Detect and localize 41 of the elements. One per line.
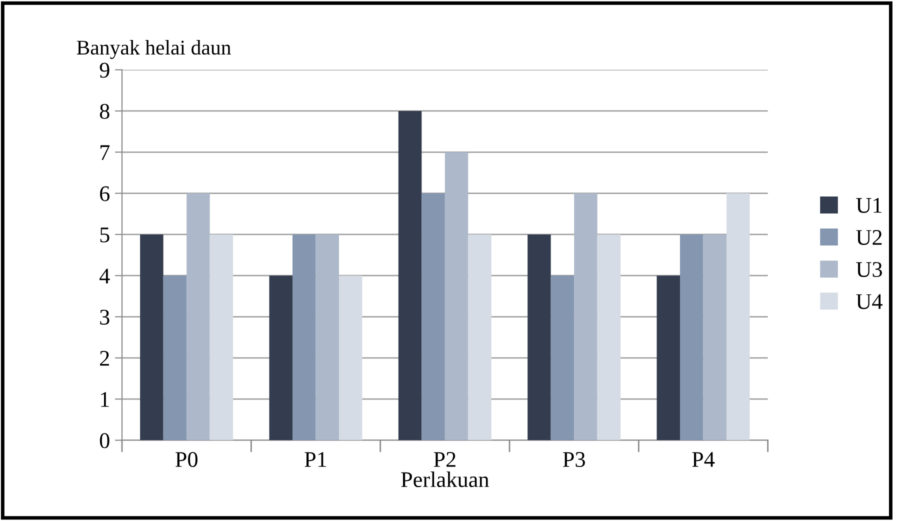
bar — [726, 193, 750, 440]
x-tick-label: P4 — [692, 452, 715, 467]
x-tick-label: P2 — [434, 452, 456, 467]
y-tick-label: 0 — [100, 433, 110, 448]
bar — [703, 234, 726, 440]
bar — [269, 276, 292, 440]
bar — [316, 234, 339, 440]
y-axis-title: Banyak helai daun — [76, 40, 231, 59]
legend-label: U3 — [856, 262, 882, 278]
x-tick-label: P3 — [562, 452, 585, 467]
bar — [422, 193, 445, 440]
bar — [444, 152, 468, 440]
legend-label: U1 — [856, 198, 882, 213]
bar — [292, 234, 316, 440]
y-tick-label: 8 — [100, 104, 110, 119]
bar — [210, 234, 234, 440]
bar — [574, 193, 598, 440]
bar — [398, 110, 422, 440]
bar — [656, 276, 680, 440]
bar — [140, 234, 164, 440]
bar — [550, 276, 574, 440]
legend-label: U2 — [856, 230, 882, 245]
bar — [468, 234, 492, 440]
y-tick-label: 6 — [100, 186, 110, 202]
bar — [186, 193, 210, 440]
y-tick-label: 5 — [100, 228, 110, 242]
y-tick-label: 1 — [101, 392, 109, 407]
bar — [338, 276, 362, 440]
x-axis-title: Perlakuan — [401, 472, 490, 488]
y-tick-label: 7 — [100, 145, 110, 160]
x-tick-label: P1 — [304, 452, 326, 467]
y-tick-label: 2 — [100, 350, 109, 366]
bar — [680, 234, 704, 440]
bar — [528, 234, 551, 440]
legend-label: U4 — [856, 294, 882, 310]
bar — [597, 234, 621, 440]
y-tick-label: 9 — [100, 62, 110, 78]
y-tick-label: 4 — [100, 268, 110, 284]
x-tick-label: P0 — [175, 452, 198, 467]
y-tick-label: 3 — [100, 310, 110, 325]
bar — [163, 276, 187, 440]
